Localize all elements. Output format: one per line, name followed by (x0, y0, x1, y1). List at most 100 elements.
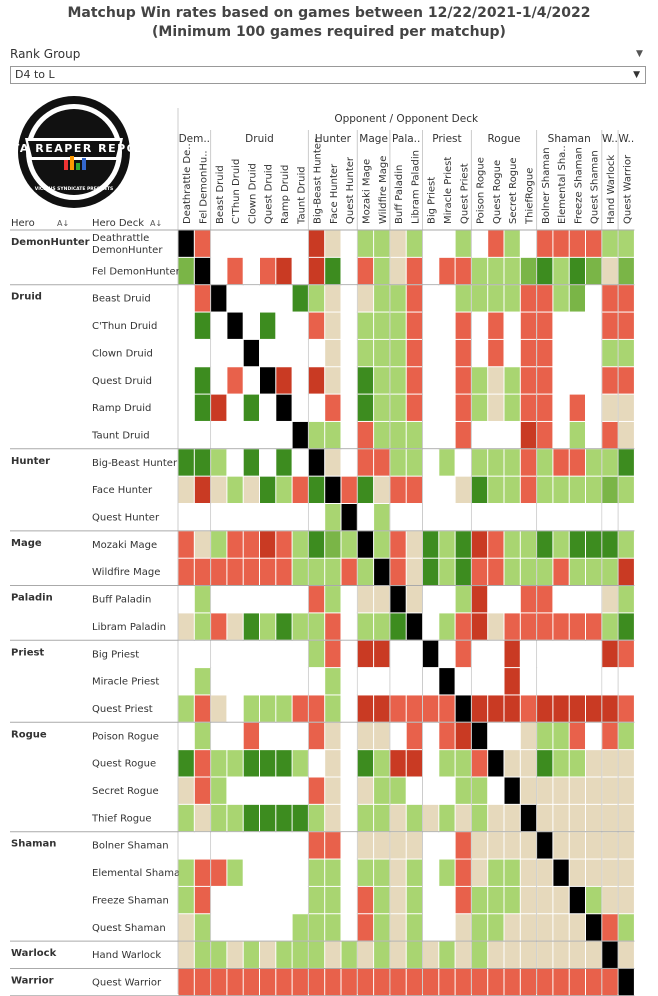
heatmap-cell (569, 449, 585, 476)
heatmap-cell (260, 968, 276, 996)
heatmap-cell (292, 558, 308, 586)
heatmap-cell (276, 886, 292, 914)
heatmap-cell (211, 640, 227, 668)
heatmap-cell (471, 558, 488, 586)
heatmap-cell (260, 722, 276, 750)
heatmap-cell (488, 750, 504, 777)
heatmap-cell (504, 285, 520, 312)
heatmap-cell (357, 859, 374, 886)
heatmap-cell (292, 613, 308, 640)
heatmap-cell (227, 449, 243, 476)
heatmap-cell (292, 695, 308, 722)
heatmap-cell (423, 914, 439, 941)
heatmap-cell (569, 941, 585, 968)
heatmap-cell (618, 613, 634, 640)
heatmap-cell (308, 914, 325, 941)
heatmap-cell (569, 257, 585, 285)
heatmap-cell (178, 886, 194, 914)
deck-label: C'Thun Druid (92, 321, 157, 332)
heatmap-cell (586, 394, 602, 421)
heatmap-cell (471, 394, 488, 421)
heatmap-cell (423, 558, 439, 586)
heatmap-cell (520, 586, 537, 613)
heatmap-cell (227, 750, 243, 777)
heatmap-cell (504, 531, 520, 558)
heatmap-cell (308, 367, 325, 394)
heatmap-cell (553, 230, 569, 257)
heatmap-cell (374, 613, 390, 640)
heatmap-cell (357, 804, 374, 832)
heatmap-cell (406, 640, 422, 668)
rank-group-caret-icon[interactable]: ▼ (636, 49, 643, 59)
heatmap-cell (178, 941, 194, 968)
heatmap-cell (308, 695, 325, 722)
hero-label: DemonHunter (11, 237, 90, 248)
heatmap-cell (406, 339, 422, 367)
heatmap-cell (227, 285, 243, 312)
heatmap-cell (569, 914, 585, 941)
heatmap-cell (374, 941, 390, 968)
heatmap-cell (194, 640, 211, 668)
heatmap-cell (455, 312, 471, 339)
heatmap-cell (520, 230, 537, 257)
heatmap-cell (292, 832, 308, 859)
heatmap-cell (406, 230, 422, 257)
column-label: Ramp Druid (280, 165, 291, 224)
heatmap-cell (390, 285, 406, 312)
heatmap-cell (537, 586, 553, 613)
heatmap-cell (586, 257, 602, 285)
heatmap-cell (260, 504, 276, 531)
heatmap-cell (423, 777, 439, 804)
heatmap-cell (406, 804, 422, 832)
heatmap-cell (308, 504, 325, 531)
heatmap-cell (194, 914, 211, 941)
heatmap-cell (504, 476, 520, 503)
heatmap-cell (227, 968, 243, 996)
heatmap-cell (194, 804, 211, 832)
heatmap-cell (569, 750, 585, 777)
heatmap-cell (423, 449, 439, 476)
heatmap-cell (471, 859, 488, 886)
column-group-label: Mage (359, 133, 388, 145)
column-label: Taunt Druid (296, 166, 307, 225)
heatmap-cell (308, 531, 325, 558)
hero-header: Hero (11, 218, 35, 229)
heatmap-cell (488, 859, 504, 886)
heatmap-cell (406, 257, 422, 285)
heatmap-cell (455, 449, 471, 476)
heatmap-cell (439, 668, 455, 695)
rank-group-select[interactable]: D4 to L ▼ (10, 66, 646, 84)
heatmap-cell (455, 722, 471, 750)
heatmap-cell (423, 230, 439, 257)
heatmap-cell (211, 777, 227, 804)
heatmap-cell (390, 804, 406, 832)
heatmap-cell (243, 695, 259, 722)
heatmap-cell (586, 777, 602, 804)
heatmap-cell (618, 230, 634, 257)
heatmap-cell (292, 586, 308, 613)
heatmap-cell (488, 832, 504, 859)
heatmap-cell (618, 312, 634, 339)
column-label: Beast Druid (215, 165, 226, 224)
heatmap-cell (194, 257, 211, 285)
heatmap-cell (553, 859, 569, 886)
heatmap-cell (276, 230, 292, 257)
heatmap-cell (178, 504, 194, 531)
heatmap-cell (537, 230, 553, 257)
heatmap-cell (325, 804, 341, 832)
heatmap-cell (243, 449, 259, 476)
heatmap-cell (520, 804, 537, 832)
heatmap-cell (471, 640, 488, 668)
heatmap-cell (618, 531, 634, 558)
heatmap-cell (569, 722, 585, 750)
heatmap-cell (357, 531, 374, 558)
heatmap-cell (194, 886, 211, 914)
heatmap-cell (537, 804, 553, 832)
heatmap-cell (390, 449, 406, 476)
heatmap-cell (178, 804, 194, 832)
heatmap-cell (553, 941, 569, 968)
heatmap-cell (194, 421, 211, 449)
data-reaper-logo: DATA REAPER REPORT VICIOUS SYNDICATE PRE… (0, 96, 155, 208)
heatmap-cell (374, 750, 390, 777)
heatmap-cell (602, 613, 618, 640)
